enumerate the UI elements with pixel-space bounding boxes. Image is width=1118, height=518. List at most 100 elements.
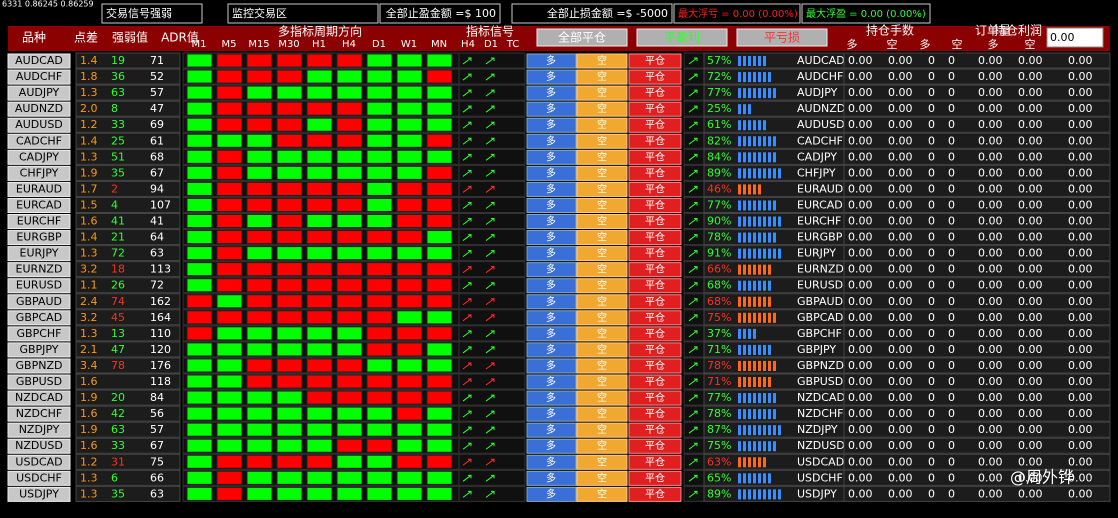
sell-button[interactable] <box>576 358 628 374</box>
close-button[interactable] <box>628 149 682 165</box>
buy-button[interactable] <box>526 85 577 101</box>
close-button[interactable] <box>628 374 682 390</box>
buy-button[interactable] <box>526 214 577 230</box>
symbol-button[interactable] <box>7 69 71 85</box>
buy-button[interactable] <box>526 197 577 213</box>
sell-button[interactable] <box>576 133 628 149</box>
close-button[interactable] <box>628 262 682 278</box>
close-button[interactable] <box>628 486 682 502</box>
sell-button[interactable] <box>576 230 628 246</box>
buy-button[interactable] <box>526 358 577 374</box>
buy-button[interactable] <box>526 374 577 390</box>
buy-button[interactable] <box>526 278 577 294</box>
sell-button[interactable] <box>576 470 628 486</box>
close-button[interactable] <box>628 53 682 69</box>
symbol-button[interactable] <box>7 133 71 149</box>
sell-button[interactable] <box>576 101 628 117</box>
symbol-button[interactable] <box>7 214 71 230</box>
buy-button[interactable] <box>526 246 577 262</box>
close-button[interactable] <box>628 406 682 422</box>
close-button[interactable] <box>628 438 682 454</box>
close-button[interactable] <box>628 326 682 342</box>
close-button[interactable] <box>628 454 682 470</box>
close-button[interactable] <box>628 214 682 230</box>
sell-button[interactable] <box>576 69 628 85</box>
symbol-button[interactable] <box>7 326 71 342</box>
buy-button[interactable] <box>526 390 577 406</box>
sell-button[interactable] <box>576 342 628 358</box>
sell-button[interactable] <box>576 181 628 197</box>
symbol-button[interactable] <box>7 390 71 406</box>
sell-button[interactable] <box>576 390 628 406</box>
close-button[interactable] <box>628 133 682 149</box>
symbol-button[interactable] <box>7 470 71 486</box>
symbol-button[interactable] <box>7 454 71 470</box>
buy-button[interactable] <box>526 310 577 326</box>
close-button[interactable] <box>628 85 682 101</box>
sell-button[interactable] <box>576 374 628 390</box>
close-button[interactable] <box>628 294 682 310</box>
close-button[interactable] <box>628 181 682 197</box>
close-button[interactable] <box>628 165 682 181</box>
close-button[interactable] <box>628 310 682 326</box>
symbol-button[interactable] <box>7 230 71 246</box>
close-button[interactable] <box>628 246 682 262</box>
total-input[interactable] <box>1046 27 1104 48</box>
close-button[interactable] <box>628 470 682 486</box>
sell-button[interactable] <box>576 197 628 213</box>
close-button[interactable] <box>628 69 682 85</box>
sell-button[interactable] <box>576 278 628 294</box>
close-button[interactable] <box>628 390 682 406</box>
buy-button[interactable] <box>526 181 577 197</box>
symbol-button[interactable] <box>7 101 71 117</box>
buy-button[interactable] <box>526 294 577 310</box>
close-button[interactable] <box>628 101 682 117</box>
sell-button[interactable] <box>576 486 628 502</box>
symbol-button[interactable] <box>7 181 71 197</box>
buy-button[interactable] <box>526 101 577 117</box>
symbol-button[interactable] <box>7 342 71 358</box>
close-button[interactable] <box>628 197 682 213</box>
buy-button[interactable] <box>526 342 577 358</box>
symbol-button[interactable] <box>7 486 71 502</box>
sell-button[interactable] <box>576 246 628 262</box>
symbol-button[interactable] <box>7 53 71 69</box>
buy-button[interactable] <box>526 470 577 486</box>
buy-button[interactable] <box>526 406 577 422</box>
sell-button[interactable] <box>576 294 628 310</box>
sell-button[interactable] <box>576 117 628 133</box>
header-button[interactable] <box>536 28 628 47</box>
sell-button[interactable] <box>576 214 628 230</box>
buy-button[interactable] <box>526 230 577 246</box>
symbol-button[interactable] <box>7 149 71 165</box>
close-button[interactable] <box>628 278 682 294</box>
sell-button[interactable] <box>576 438 628 454</box>
buy-button[interactable] <box>526 438 577 454</box>
symbol-button[interactable] <box>7 358 71 374</box>
buy-button[interactable] <box>526 326 577 342</box>
buy-button[interactable] <box>526 422 577 438</box>
symbol-button[interactable] <box>7 165 71 181</box>
buy-button[interactable] <box>526 117 577 133</box>
sell-button[interactable] <box>576 149 628 165</box>
symbol-button[interactable] <box>7 406 71 422</box>
symbol-button[interactable] <box>7 117 71 133</box>
close-button[interactable] <box>628 117 682 133</box>
sell-button[interactable] <box>576 165 628 181</box>
symbol-button[interactable] <box>7 374 71 390</box>
sell-button[interactable] <box>576 422 628 438</box>
header-button[interactable] <box>636 28 728 47</box>
buy-button[interactable] <box>526 133 577 149</box>
buy-button[interactable] <box>526 149 577 165</box>
symbol-button[interactable] <box>7 85 71 101</box>
buy-button[interactable] <box>526 486 577 502</box>
buy-button[interactable] <box>526 69 577 85</box>
sell-button[interactable] <box>576 262 628 278</box>
symbol-button[interactable] <box>7 294 71 310</box>
buy-button[interactable] <box>526 165 577 181</box>
sell-button[interactable] <box>576 53 628 69</box>
sell-button[interactable] <box>576 454 628 470</box>
buy-button[interactable] <box>526 262 577 278</box>
header-button[interactable] <box>736 28 828 47</box>
sell-button[interactable] <box>576 326 628 342</box>
